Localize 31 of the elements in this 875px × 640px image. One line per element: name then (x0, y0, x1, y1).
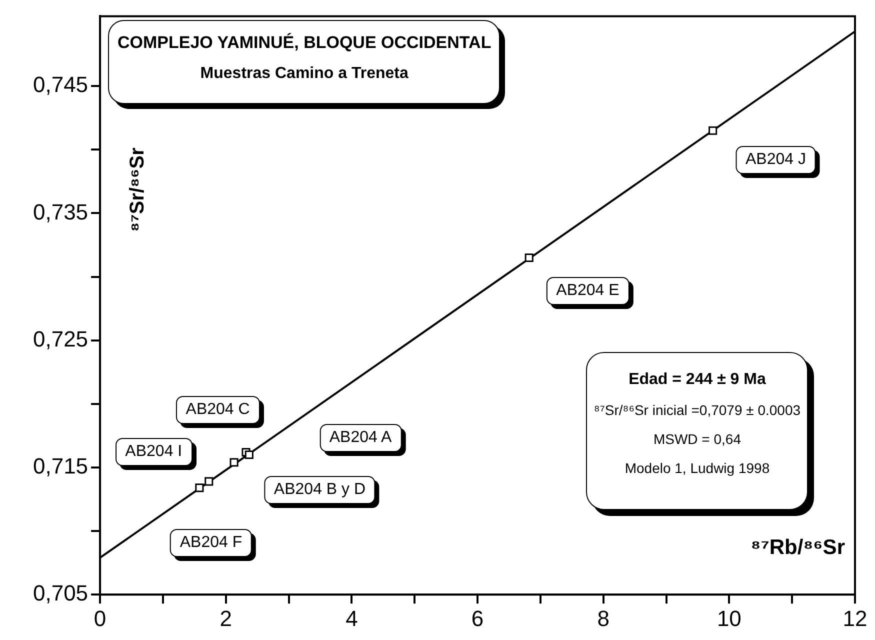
annotation: AB204 A (319, 424, 402, 452)
annotation: AB204 F (170, 528, 252, 557)
annotation: Modelo 1, Ludwig 1998 (624, 460, 771, 476)
x-axis-title: ⁸⁷Rb/⁸⁶Sr (750, 536, 845, 560)
point (524, 253, 534, 262)
annotation: AB204 J (735, 146, 816, 174)
point (230, 458, 238, 467)
annotation: Edad = 244 ± 9 Ma (628, 370, 767, 389)
annotation: MSWD = 0,64 (652, 430, 742, 447)
x-tick-label: 8 (597, 606, 610, 631)
x-tick-label: 12 (842, 606, 868, 631)
annotation: AB204 C (176, 396, 260, 424)
x-tick-label: 4 (346, 606, 358, 631)
point (244, 450, 254, 460)
annotation: AB204 E (546, 276, 630, 305)
y-tick-label: 0,745 (32, 72, 88, 98)
y-tick-label: 0,705 (32, 580, 88, 606)
x-tick-label: 10 (716, 606, 742, 631)
x-tick-label: 0 (94, 606, 106, 631)
annotation: ⁸⁷Sr/⁸⁶Sr inicial =0,7079 ± 0.0003 (592, 402, 802, 418)
x-tick-label: 6 (471, 606, 484, 631)
y-tick-label: 0,715 (32, 454, 88, 479)
y-axis-title: ⁸⁷Sr/⁸⁶Sr (126, 147, 148, 232)
y-tick-label: 0,725 (32, 326, 88, 352)
x-tick-label: 2 (220, 606, 232, 631)
point (708, 126, 718, 135)
point (204, 477, 214, 486)
y-tick-label: 0,735 (32, 199, 88, 224)
annotation: AB204 B y D (264, 476, 376, 504)
annotation: AB204 I (115, 438, 192, 466)
point (195, 484, 204, 492)
